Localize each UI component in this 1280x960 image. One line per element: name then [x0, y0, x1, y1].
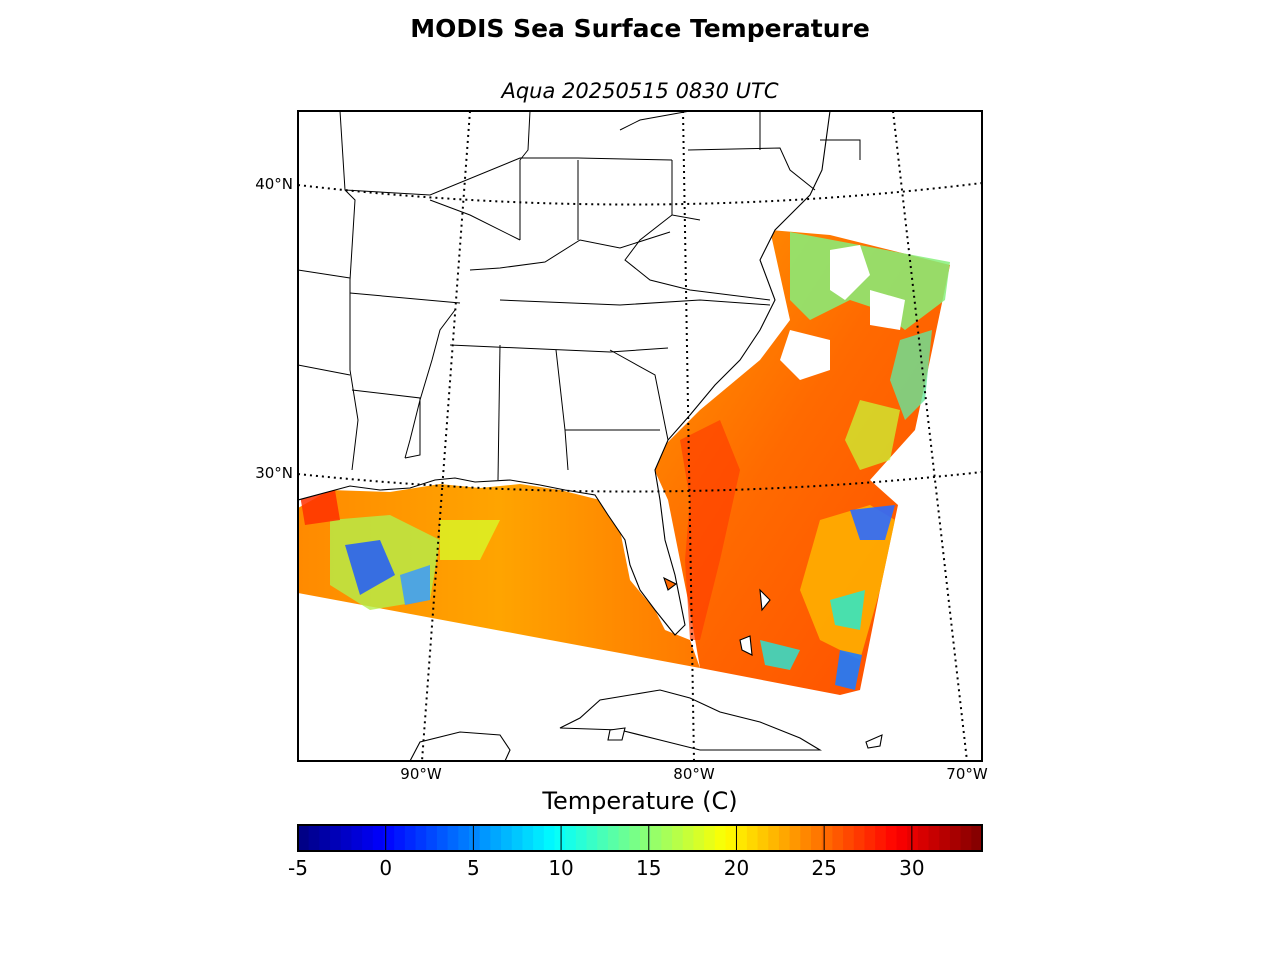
- colorbar-cell: [832, 825, 844, 851]
- colorbar-cell: [714, 825, 727, 851]
- colorbar-cell: [949, 825, 962, 851]
- colorbar: [297, 824, 983, 852]
- colorbar-cell: [971, 825, 983, 851]
- colorbar-cell: [853, 825, 866, 851]
- colorbar-cell: [597, 825, 609, 851]
- colorbar-cell: [479, 825, 491, 851]
- colorbar-tick-label: 0: [379, 856, 393, 880]
- colorbar-cell: [351, 825, 363, 851]
- colorbar-cell: [682, 825, 695, 851]
- colorbar-cell: [565, 825, 577, 851]
- colorbar-cell: [704, 825, 716, 851]
- colorbar-cell: [586, 825, 598, 851]
- colorbar-tick-label: 20: [723, 856, 750, 880]
- figure-title: MODIS Sea Surface Temperature: [410, 14, 870, 43]
- colorbar-cell: [319, 825, 331, 851]
- colorbar-tick-label: 10: [548, 856, 574, 880]
- colorbar-cell: [426, 825, 438, 851]
- colorbar-cell: [778, 825, 791, 851]
- colorbar-cell: [522, 825, 534, 851]
- colorbar-cell: [640, 825, 652, 851]
- colorbar-cell: [725, 825, 737, 851]
- colorbar-cell: [885, 825, 898, 851]
- colorbar-cell: [575, 825, 588, 851]
- colorbar-cell: [789, 825, 801, 851]
- colorbar-cell: [383, 825, 395, 851]
- state-borders: [298, 111, 861, 481]
- colorbar-cell: [875, 825, 887, 851]
- colorbar-cell: [436, 825, 449, 851]
- colorbar-cell: [543, 825, 556, 851]
- lat-label-30n: 30°N: [255, 464, 293, 482]
- colorbar-cell: [629, 825, 641, 851]
- lon-label-70w: 70°W: [946, 765, 988, 783]
- colorbar-cell: [340, 825, 353, 851]
- lon-label-80w: 80°W: [673, 765, 715, 783]
- colorbar-cell: [800, 825, 812, 851]
- colorbar-tick-label: 15: [636, 856, 662, 880]
- colorbar-cell: [960, 825, 972, 851]
- graticule: [298, 111, 982, 761]
- colorbar-cell: [372, 825, 385, 851]
- colorbar-cell: [896, 825, 908, 851]
- colorbar-cell: [362, 825, 374, 851]
- colorbar-cell: [768, 825, 780, 851]
- figure-subtitle: Aqua 20250515 0830 UTC: [501, 79, 779, 103]
- colorbar-cell: [907, 825, 919, 851]
- colorbar-cell: [618, 825, 630, 851]
- colorbar-cell: [928, 825, 940, 851]
- colorbar-cell: [811, 825, 823, 851]
- colorbar-cell: [554, 825, 566, 851]
- map-frame: [297, 110, 983, 762]
- colorbar-cell: [917, 825, 930, 851]
- colorbar-cell: [757, 825, 769, 851]
- colorbar-cell: [308, 825, 320, 851]
- colorbar-cell: [394, 825, 406, 851]
- colorbar-cell: [490, 825, 502, 851]
- colorbar-cell: [693, 825, 705, 851]
- land: [298, 111, 883, 761]
- colorbar-cell: [511, 825, 524, 851]
- sst-swath: [298, 230, 950, 695]
- colorbar-tick-label: -5: [288, 856, 308, 880]
- lon-label-90w: 90°W: [400, 765, 442, 783]
- colorbar-tick-label: 5: [467, 856, 480, 880]
- colorbar-cell: [736, 825, 748, 851]
- colorbar-cell: [661, 825, 673, 851]
- lat-label-40n: 40°N: [255, 175, 293, 193]
- colorbar-cell: [746, 825, 759, 851]
- colorbar-cell: [469, 825, 481, 851]
- colorbar-cell: [821, 825, 833, 851]
- colorbar-cell: [864, 825, 876, 851]
- colorbar-cell: [330, 825, 342, 851]
- colorbar-cell: [447, 825, 459, 851]
- colorbar-cell: [607, 825, 620, 851]
- colorbar-cell: [415, 825, 427, 851]
- colorbar-cell: [501, 825, 513, 851]
- colorbar-tick-label: 30: [899, 856, 925, 880]
- colorbar-title: Temperature (C): [542, 787, 738, 815]
- colorbar-cell: [404, 825, 417, 851]
- colorbar-cell: [533, 825, 545, 851]
- colorbar-cell: [298, 825, 310, 851]
- colorbar-cell: [458, 825, 470, 851]
- colorbar-cell: [939, 825, 951, 851]
- colorbar-cell: [672, 825, 684, 851]
- colorbar-cell: [843, 825, 855, 851]
- colorbar-cell: [650, 825, 662, 851]
- colorbar-tick-label: 25: [811, 856, 837, 880]
